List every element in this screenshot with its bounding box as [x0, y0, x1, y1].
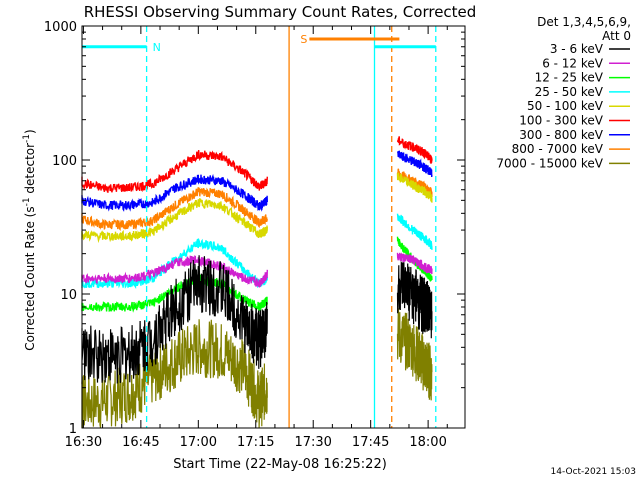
series-line-7000-15000-kev-seg1: [396, 308, 433, 401]
x-tick-label-6: 18:00: [409, 435, 446, 450]
legend-label-50-100-kev: 50 - 100 keV: [527, 99, 604, 113]
series-line-6-12-kev-seg0: [81, 255, 268, 288]
series-line-3-6-kev-seg0: [81, 255, 268, 385]
timestamp: 14-Oct-2021 15:03: [551, 467, 636, 477]
plot-frame: [81, 25, 466, 429]
marker-label-s: S: [300, 33, 307, 46]
legend-title-1: Det 1,3,4,5,6,9,: [537, 15, 631, 29]
series-line-50-100-kev-seg0: [81, 198, 268, 244]
x-tick-label-3: 17:15: [237, 435, 274, 450]
legend-label-6-12-kev: 6 - 12 keV: [542, 56, 604, 70]
y-axis-label: Corrected Count Rate (s-1 detector-1): [22, 129, 37, 350]
series-line-6-12-kev-seg1: [396, 252, 433, 275]
axes: 16:30 16:45 17:00 17:15 17:30 17:45 18:00 1 10 10…: [44, 20, 466, 450]
series-line-25-50-kev-seg1: [396, 213, 433, 250]
x-tick-label-4: 17:30: [294, 435, 331, 450]
legend-label-800-7000-kev: 800 - 7000 keV: [512, 142, 604, 156]
marker-label-n: N: [153, 41, 161, 54]
x-tick-label-5: 17:45: [352, 435, 389, 450]
y-axis-label-end: ): [23, 129, 37, 134]
series-line-50-100-kev-seg1: [396, 172, 433, 203]
chart-title: RHESSI Observing Summary Count Rates, Co…: [84, 3, 477, 21]
series-line-100-300-kev-seg1: [396, 136, 433, 164]
plot-area: NS: [81, 26, 437, 429]
x-tick-label-1: 16:45: [122, 435, 159, 450]
legend-label-300-800-kev: 300 - 800 keV: [519, 128, 603, 142]
series-line-3-6-kev-seg5: [396, 260, 433, 339]
y-axis-label-sup1: -1: [22, 197, 32, 206]
y-tick-label-2: 100: [52, 154, 77, 169]
series-line-7000-15000-kev-seg0: [81, 319, 268, 429]
series-line-100-300-kev-seg0: [81, 149, 268, 193]
legend-title-2: Att 0: [602, 29, 631, 43]
legend-label-7000-15000-kev: 7000 - 15000 keV: [496, 156, 603, 170]
y-tick-label-1: 10: [60, 288, 77, 303]
y-axis-label-main: Corrected Count Rate (s: [23, 206, 37, 350]
series-line-300-800-kev-seg1: [397, 150, 433, 178]
series-line-800-7000-kev-seg0: [81, 186, 268, 232]
legend-label-100-300-kev: 100 - 300 keV: [519, 114, 603, 128]
legend-label-12-25-kev: 12 - 25 keV: [535, 71, 604, 85]
y-tick-label-0: 1: [69, 422, 77, 437]
series-line-12-25-kev-seg1: [396, 236, 433, 282]
x-axis-label: Start Time (22-May-08 16:25:22): [173, 457, 387, 472]
legend-label-25-50-kev: 25 - 50 keV: [535, 85, 604, 99]
series-line-300-800-kev-seg0: [81, 173, 268, 212]
legend-label-3-6-kev: 3 - 6 keV: [550, 42, 604, 56]
x-tick-label-0: 16:30: [65, 435, 102, 450]
y-tick-label-3: 1000: [44, 20, 77, 35]
y-axis-label-mid: detector: [23, 143, 37, 198]
x-tick-label-2: 17:00: [180, 435, 217, 450]
y-axis-label-sup2: -1: [22, 134, 32, 143]
